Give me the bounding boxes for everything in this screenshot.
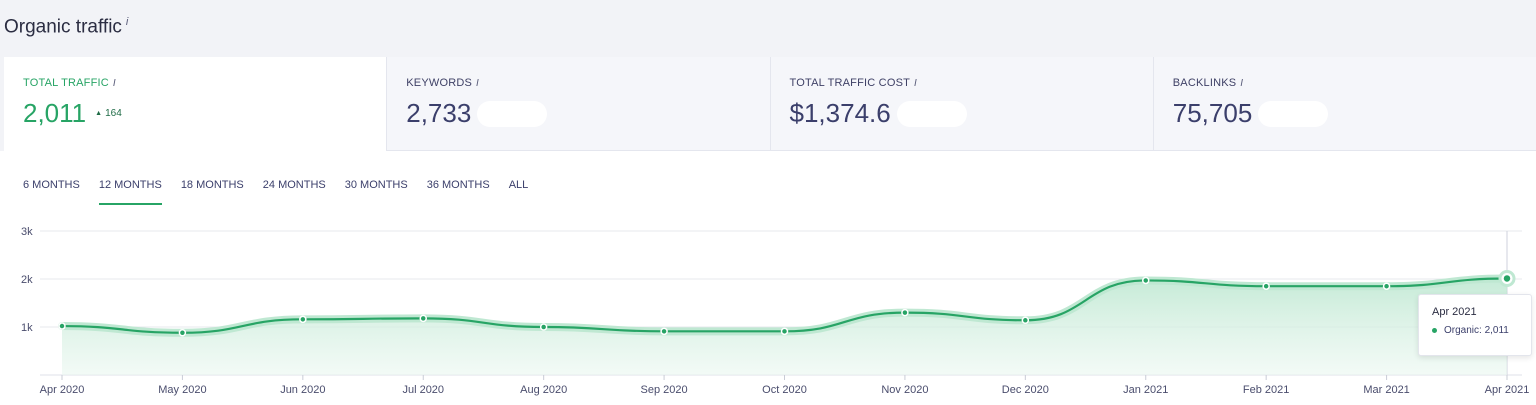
data-point — [299, 315, 307, 324]
info-icon[interactable]: i — [914, 78, 918, 89]
y-tick-label: 3k — [21, 226, 33, 238]
stat-value-backlinks: 75,705 — [1173, 98, 1536, 129]
delta-value: 164 — [105, 108, 122, 119]
data-point — [780, 327, 789, 336]
data-point — [419, 314, 427, 323]
tab-18-months[interactable]: 18 MONTHS — [180, 179, 244, 191]
data-point — [1262, 282, 1270, 290]
tab-12-months[interactable]: 12 MONTHS — [98, 179, 162, 205]
stat-label-traffic-cost: TOTAL TRAFFIC COST i — [790, 77, 1153, 89]
x-tick-label: Apr 2020 — [40, 384, 85, 396]
x-tick-label: Feb 2021 — [1243, 384, 1289, 396]
redacted-delta — [896, 100, 967, 127]
x-tick-label: Aug 2020 — [520, 384, 567, 396]
delta-badge: ▲ 164 — [95, 108, 122, 119]
x-tick-label: Apr 2021 — [1485, 384, 1530, 396]
data-point — [660, 327, 668, 336]
section-title: Organic traffic i — [4, 16, 128, 38]
series-area — [62, 278, 1507, 375]
y-tick-label: 2k — [21, 274, 33, 286]
x-tick-label: Mar 2021 — [1363, 384, 1409, 396]
tab-all[interactable]: ALL — [508, 179, 529, 191]
traffic-chart: Apr 2020 May 2020 Jun 2020 Jul 2020 Aug 2020… — [21, 226, 1530, 396]
tab-30-months[interactable]: 30 MONTHS — [344, 179, 408, 191]
chart-panel: Apr 2020 May 2020 Jun 2020 Jul 2020 Aug 2020… — [0, 151, 1536, 405]
tooltip-value: Organic: 2,011 — [1444, 325, 1509, 336]
stat-value-text: 75,705 — [1172, 98, 1253, 128]
triangle-up-icon: ▲ — [95, 110, 103, 117]
data-point — [1382, 282, 1391, 290]
section-title-text: Organic traffic — [4, 16, 122, 38]
stat-label-text: KEYWORDS — [406, 77, 473, 89]
x-tick-label: Jun 2020 — [280, 384, 325, 396]
tab-24-months[interactable]: 24 MONTHS — [262, 179, 326, 191]
x-tick-label: Oct 2020 — [762, 384, 807, 396]
x-tick-label: Jan 2021 — [1123, 384, 1168, 396]
info-icon[interactable]: i — [112, 78, 116, 89]
y-tick-label: 1k — [21, 322, 33, 334]
data-point — [58, 322, 66, 330]
x-tick-label: Jul 2020 — [402, 384, 444, 396]
x-tick-label: Sep 2020 — [641, 384, 688, 396]
stat-value-text: $1,374.6 — [789, 98, 891, 128]
tooltip-row: Organic: 2,011 — [1432, 325, 1531, 336]
stat-total-traffic[interactable]: TOTAL TRAFFIC i 2,011 ▲ 164 — [4, 57, 387, 151]
stats-row: TOTAL TRAFFIC i 2,011 ▲ 164 KEYWORDS i 2,7… — [4, 57, 1536, 151]
data-point — [1021, 316, 1030, 325]
stat-value-keywords: 2,733 — [406, 98, 769, 129]
stat-value-text: 2,011 — [23, 98, 87, 128]
tab-36-months[interactable]: 36 MONTHS — [426, 179, 490, 191]
info-icon[interactable]: i — [1240, 78, 1244, 89]
period-tabs: 6 MONTHS 12 MONTHS 18 MONTHS 24 MONTHS 30 MO… — [23, 179, 547, 205]
data-point — [539, 323, 548, 331]
info-icon[interactable]: i — [476, 78, 480, 89]
info-icon[interactable]: i — [125, 16, 129, 28]
x-tick-label: Dec 2020 — [1002, 384, 1049, 396]
chart-tooltip: Apr 2021 Organic: 2,011 — [1418, 294, 1532, 356]
series-dot-icon — [1432, 328, 1437, 333]
data-point — [1142, 276, 1150, 285]
tab-6-months[interactable]: 6 MONTHS — [23, 179, 80, 191]
x-tick-label: May 2020 — [158, 384, 206, 396]
stat-label-text: TOTAL TRAFFIC COST — [789, 77, 911, 89]
stat-label-text: BACKLINKS — [1172, 77, 1237, 89]
stat-label-total-traffic: TOTAL TRAFFIC i — [23, 77, 386, 89]
stat-label-backlinks: BACKLINKS i — [1173, 77, 1536, 89]
stat-backlinks[interactable]: BACKLINKS i 75,705 — [1152, 57, 1536, 151]
redacted-delta — [477, 100, 548, 127]
redacted-delta — [1258, 100, 1329, 127]
tooltip-title: Apr 2021 — [1432, 306, 1477, 318]
stat-value-total-traffic: 2,011 ▲ 164 — [23, 98, 386, 129]
stat-label-text: TOTAL TRAFFIC — [23, 77, 109, 89]
stat-total-traffic-cost[interactable]: TOTAL TRAFFIC COST i $1,374.6 — [769, 57, 1153, 151]
stat-keywords[interactable]: KEYWORDS i 2,733 — [386, 57, 770, 151]
x-tick-label: Nov 2020 — [881, 384, 928, 396]
data-point — [178, 329, 187, 337]
stat-value-text: 2,733 — [406, 98, 472, 128]
data-point — [901, 308, 909, 317]
stat-value-traffic-cost: $1,374.6 — [790, 98, 1153, 129]
stat-label-keywords: KEYWORDS i — [406, 77, 769, 89]
data-point — [1502, 273, 1512, 284]
